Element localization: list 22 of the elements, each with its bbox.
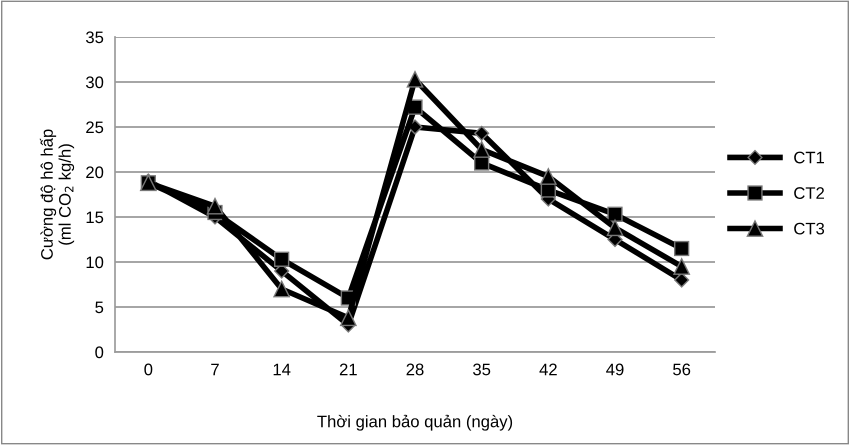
x-tick-label: 7 [211, 364, 219, 376]
x-tick-label: 35 [473, 364, 490, 376]
x-tick-label: 21 [340, 364, 357, 376]
y-tick-label: 35 [86, 31, 104, 44]
legend-label: CT2 [794, 187, 824, 199]
y-tick-label: 30 [86, 76, 104, 88]
x-tick-label: 14 [274, 364, 290, 376]
y-tick-label: 20 [86, 166, 104, 178]
x-tick-label: 42 [539, 364, 557, 376]
y-tick-label: 15 [86, 212, 104, 224]
y-tick-label: 0 [95, 346, 104, 358]
x-axis-title: Thời gian bảo quản (ngày) [317, 414, 512, 431]
legend-label: CT3 [794, 222, 824, 235]
x-tick-label: 28 [406, 364, 424, 376]
x-tick-label: 49 [606, 364, 624, 376]
y-tick-label: 5 [95, 302, 104, 314]
x-tick-label: 0 [144, 364, 152, 376]
x-tick-label: 56 [673, 364, 690, 376]
y-tick-label: 25 [86, 121, 104, 134]
y-tick-label: 10 [86, 256, 104, 268]
y-axis-title: Cường độ hô hấp (ml CO$_{2}$ kg/h) [40, 129, 74, 260]
legend-label: CT1 [794, 152, 824, 164]
